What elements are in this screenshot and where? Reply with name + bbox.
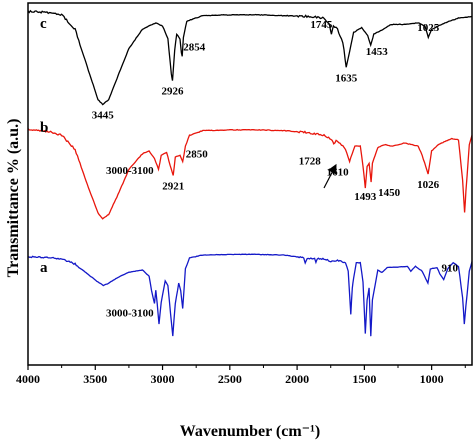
y-axis-label: Transmittance % (a.u.) (5, 119, 22, 278)
peak-label-b-1026: 1026 (417, 179, 440, 191)
peak-label-b-2921: 2921 (162, 181, 184, 193)
x-axis-ticks: 4000 3500 3000 2500 2000 1500 1000 (16, 365, 466, 386)
annotation-arrow-0 (323, 163, 337, 189)
y-axis-title: Transmittance % (a.u.) (5, 119, 22, 278)
peak-label-c-1025: 1025 (417, 22, 440, 34)
peak-label-b-1450: 1450 (378, 187, 401, 199)
x-tick-label-4000: 4000 (16, 372, 40, 386)
x-tick-label-2000: 2000 (285, 372, 309, 386)
series-c-line (27, 9, 473, 106)
plot-frame (27, 2, 473, 366)
peak-label-c-1635: 1635 (335, 73, 358, 85)
peak-label-c-2854: 2854 (183, 41, 206, 53)
series-a-name: a (40, 260, 48, 276)
peak-label-a-910: 910 (441, 263, 458, 275)
x-tick-label-3500: 3500 (83, 372, 107, 386)
annotations (323, 163, 337, 189)
peak-labels: 3445 2926 2854 1745 1635 1453 1025 3000-3100 292… (92, 19, 459, 319)
series-b-name: b (40, 120, 48, 136)
peak-label-c-2926: 2926 (162, 85, 185, 97)
series-b-line (27, 128, 473, 220)
peak-label-b-1493: 1493 (354, 191, 377, 203)
x-tick-label-3000: 3000 (151, 372, 175, 386)
peak-label-b-2850: 2850 (186, 149, 209, 161)
series-a-line (27, 253, 473, 337)
x-tick-label-2500: 2500 (218, 372, 242, 386)
peak-label-a-3050: 3000-3100 (106, 307, 154, 319)
peak-label-c-3445: 3445 (92, 109, 115, 121)
x-tick-label-1000: 1000 (420, 372, 444, 386)
x-axis-label: Wavenumber (cm⁻¹) (180, 423, 320, 440)
peak-label-b-1728: 1728 (299, 156, 322, 168)
spectra-traces (27, 9, 473, 337)
peak-label-c-1453: 1453 (366, 46, 389, 58)
series-c-name: c (40, 16, 47, 32)
x-tick-label-1500: 1500 (352, 372, 376, 386)
trace-letters: c b a (40, 16, 48, 276)
peak-label-b-3050: 3000-3100 (106, 165, 154, 177)
peak-label-c-1745: 1745 (310, 19, 333, 31)
